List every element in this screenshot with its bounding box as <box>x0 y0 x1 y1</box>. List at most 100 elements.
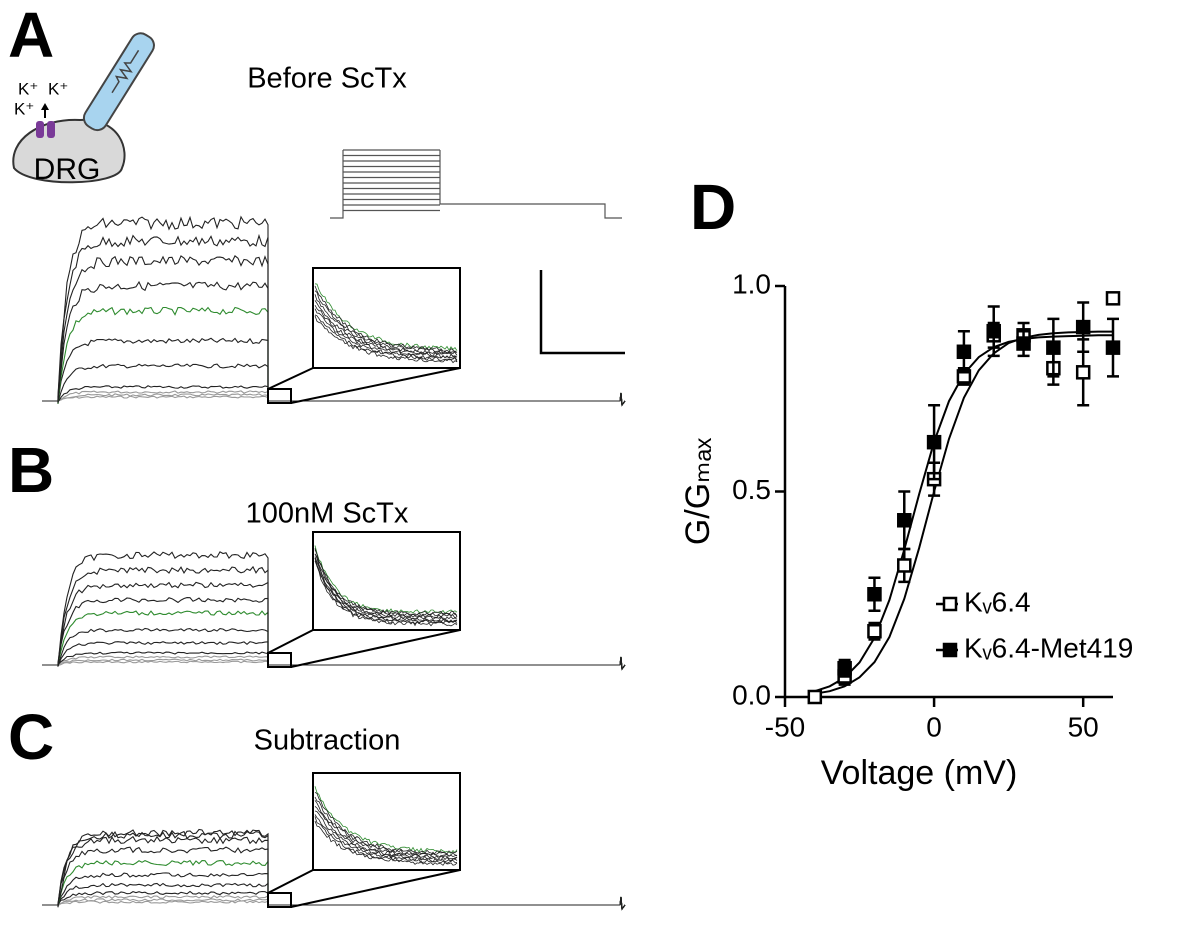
inset-trace <box>314 308 458 361</box>
current-trace <box>42 835 626 911</box>
panel-title: Subtraction <box>254 725 401 757</box>
x-tick-label: -50 <box>765 711 805 742</box>
current-trace <box>42 830 626 911</box>
panel-label: B <box>8 434 54 506</box>
current-trace <box>42 656 626 671</box>
current-trace <box>42 882 626 911</box>
cell-label: DRG <box>34 153 101 186</box>
data-point <box>1016 336 1031 351</box>
channel <box>36 121 44 138</box>
inset-trace <box>314 548 458 617</box>
current-trace <box>42 651 626 671</box>
inset-trace <box>314 557 458 624</box>
inset-trace <box>314 294 458 356</box>
data-point <box>807 689 823 705</box>
inset-trace <box>314 558 458 625</box>
y-tick-label: 0.5 <box>732 474 771 505</box>
data-point <box>1046 340 1061 355</box>
data-point <box>986 323 1001 339</box>
zoom-lines <box>267 869 461 908</box>
zoom-lines <box>267 367 461 404</box>
zoom-lines <box>267 629 461 668</box>
panel-label: D <box>690 171 736 243</box>
cell-illustration <box>12 32 155 184</box>
current-trace <box>42 255 626 407</box>
scale-bar <box>539 270 625 355</box>
current-trace <box>42 896 626 911</box>
inset-trace <box>314 553 458 619</box>
zoom-box <box>267 892 292 908</box>
inset-trace <box>314 283 458 351</box>
data-point <box>897 513 912 528</box>
panel-label: A <box>8 0 54 71</box>
zoom-box <box>267 388 292 404</box>
data-point <box>837 660 852 676</box>
current-trace <box>42 233 626 407</box>
ion-label: K⁺ <box>18 79 38 98</box>
data-point <box>867 587 882 602</box>
x-tick-label: 50 <box>1068 711 1099 742</box>
data-point <box>956 344 972 360</box>
inset-trace <box>314 545 458 614</box>
fit-curve <box>814 330 1113 695</box>
current-trace <box>42 890 626 911</box>
current-trace <box>42 627 626 671</box>
legend-label: Kᵥ6.4 <box>964 586 1031 617</box>
data-point <box>867 623 882 639</box>
x-axis-label: Voltage (mV) <box>821 754 1018 792</box>
current-trace <box>42 280 626 407</box>
chart: 0.0 0.5 1.0 -50 0 50 Voltage (mV) G/Gₘₐₓ Kᵥ6.4 Kᵥ… <box>679 268 1133 792</box>
current-trace <box>42 896 626 911</box>
current-trace <box>42 337 626 407</box>
current-trace <box>42 828 626 911</box>
inset-trace <box>314 820 458 866</box>
current-trace <box>42 641 626 671</box>
current-trace <box>42 581 626 671</box>
current-trace <box>42 846 626 911</box>
data-point <box>1075 319 1091 335</box>
current-trace <box>42 392 626 407</box>
current-trace <box>42 655 626 671</box>
inset-trace <box>314 549 458 616</box>
current-trace <box>42 363 626 407</box>
inset-trace <box>314 806 458 860</box>
current-trace <box>42 656 626 671</box>
ion-label: K⁺ <box>14 99 34 118</box>
y-tick-label: 1.0 <box>732 268 771 299</box>
channel <box>47 121 55 138</box>
current-trace <box>42 597 626 671</box>
inset-trace <box>314 796 458 857</box>
legend-marker <box>942 596 958 612</box>
panel-title: 100nM ScTx <box>246 498 409 530</box>
current-trace <box>42 385 626 407</box>
inset-trace <box>314 814 458 863</box>
inset-trace <box>314 560 458 627</box>
data-point <box>926 434 942 450</box>
inset-trace <box>314 300 458 358</box>
inset-box <box>312 772 461 871</box>
current-trace <box>42 392 626 407</box>
data-point <box>1105 340 1121 355</box>
current-trace <box>42 872 626 911</box>
pipette <box>82 32 155 132</box>
zoom-box <box>267 652 292 668</box>
voltage-protocol <box>330 149 622 219</box>
inset-trace <box>314 800 458 858</box>
current-trace <box>42 895 626 911</box>
current-trace <box>42 390 626 407</box>
legend-label: Kᵥ6.4-Met419 <box>964 632 1133 663</box>
current-trace <box>42 610 626 671</box>
x-tick-label: 0 <box>926 711 942 742</box>
inset-trace <box>314 810 458 862</box>
data-point <box>1075 365 1091 380</box>
current-trace <box>42 306 626 407</box>
inset-trace <box>314 314 458 362</box>
traces <box>42 215 626 911</box>
inset-trace <box>314 786 458 854</box>
current-trace <box>42 215 626 407</box>
protocol-steps <box>330 149 622 219</box>
inset-trace <box>314 290 458 355</box>
y-tick-label: 0.0 <box>732 679 771 710</box>
data-point <box>1105 291 1121 306</box>
